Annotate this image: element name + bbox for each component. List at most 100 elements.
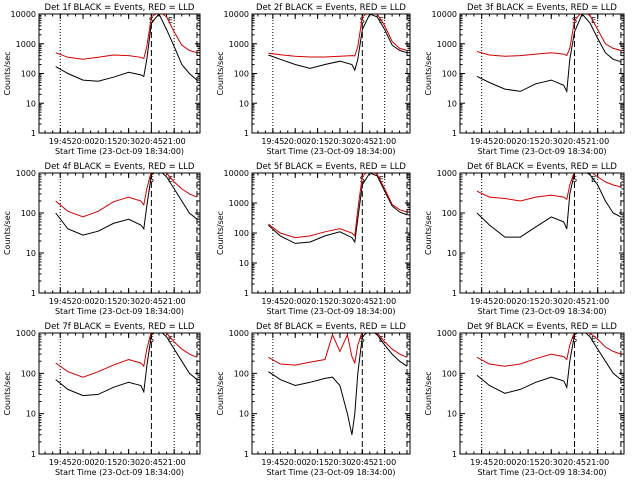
x-axis-label: Start Time (23-Oct-09 18:34:00) xyxy=(55,468,184,477)
y-tick-label: 100 xyxy=(21,369,36,378)
x-tick-label: 20:15 xyxy=(306,297,329,306)
x-tick-label: 19:45 xyxy=(49,458,72,467)
x-tick-label: 21:00 xyxy=(373,137,396,146)
chart-panel-2: Det 2f BLACK = Events, RED = LLD Counts/s… xyxy=(216,3,411,156)
y-tick-label: 1000 xyxy=(437,169,457,178)
chart-title: Det 4f BLACK = Events, RED = LLD xyxy=(45,162,195,172)
y-tick-label: 10 xyxy=(239,99,249,108)
chart-title: Det 2f BLACK = Events, RED = LLD xyxy=(256,3,406,13)
y-tick-label: 1000 xyxy=(437,40,457,49)
series-line-events xyxy=(268,14,408,72)
chart-title: Det 9f BLACK = Events, RED = LLD xyxy=(467,322,617,332)
x-tick-label: 20:30 xyxy=(540,458,563,467)
event-marker-e: E xyxy=(591,335,596,344)
chart-panel-3: Det 3f BLACK = Events, RED = LLD Counts/s… xyxy=(424,3,625,156)
x-tick-label: 20:45 xyxy=(140,458,163,467)
y-axis-label: Counts/sec xyxy=(424,51,433,95)
x-tick-label: 20:30 xyxy=(540,297,563,306)
series-line-events xyxy=(55,173,198,236)
series-line-events xyxy=(476,14,622,94)
event-marker-s: S xyxy=(149,175,154,184)
y-tick-label: 1 xyxy=(452,129,457,138)
series-line-lld xyxy=(55,333,198,378)
y-tick-label: 10000 xyxy=(224,169,249,178)
x-tick-label: 21:00 xyxy=(163,137,186,146)
x-tick-label: 20:30 xyxy=(540,137,563,146)
y-tick-label: 1 xyxy=(452,450,457,459)
event-marker-e: E xyxy=(168,175,173,184)
x-tick-label: 20:30 xyxy=(328,458,351,467)
y-axis-label: Counts/sec xyxy=(3,51,12,95)
event-marker-s: S xyxy=(360,16,365,25)
y-tick-label: 100 xyxy=(442,209,457,218)
y-tick-label: 100 xyxy=(234,70,249,79)
x-tick-label: 20:30 xyxy=(117,137,140,146)
y-tick-label: 1 xyxy=(31,129,36,138)
chart-panel-1: Det 1f BLACK = Events, RED = LLD Counts/s… xyxy=(3,3,201,156)
x-tick-label: 19:45 xyxy=(49,297,72,306)
y-tick-label: 1000 xyxy=(229,199,249,208)
series-line-lld xyxy=(268,14,408,58)
y-axis-label: Counts/sec xyxy=(424,371,433,415)
plot-frame xyxy=(459,332,625,455)
x-tick-label: 20:45 xyxy=(351,137,374,146)
y-tick-label: 10 xyxy=(447,99,457,108)
y-tick-label: 100 xyxy=(442,70,457,79)
x-tick-label: 20:00 xyxy=(493,137,516,146)
x-tick-label: 20:30 xyxy=(117,458,140,467)
x-tick-label: 20:15 xyxy=(306,137,329,146)
chart-title: Det 6f BLACK = Events, RED = LLD xyxy=(467,162,617,172)
x-axis-label: Start Time (23-Oct-09 18:34:00) xyxy=(55,307,184,316)
event-marker-s: S xyxy=(572,335,577,344)
x-tick-label: 20:00 xyxy=(284,297,307,306)
chart-title: Det 5f BLACK = Events, RED = LLD xyxy=(256,162,406,172)
series-line-lld xyxy=(55,14,198,60)
x-tick-label: 20:45 xyxy=(140,137,163,146)
x-tick-label: 19:45 xyxy=(261,297,284,306)
x-tick-label: 20:45 xyxy=(351,458,374,467)
y-tick-label: 10 xyxy=(26,249,36,258)
y-tick-label: 10 xyxy=(447,410,457,419)
plot-frame xyxy=(459,172,625,294)
x-tick-label: 20:45 xyxy=(563,137,586,146)
y-tick-label: 1000 xyxy=(229,40,249,49)
x-tick-label: 19:45 xyxy=(261,137,284,146)
x-tick-label: 19:45 xyxy=(470,137,493,146)
x-tick-label: 19:45 xyxy=(470,297,493,306)
x-tick-label: 20:45 xyxy=(563,458,586,467)
x-tick-label: 20:15 xyxy=(94,458,117,467)
x-tick-label: 21:00 xyxy=(586,137,609,146)
y-tick-label: 100 xyxy=(234,229,249,238)
chart-panel-7: Det 7f BLACK = Events, RED = LLD Counts/s… xyxy=(3,322,201,477)
event-marker-e: E xyxy=(168,16,173,25)
y-tick-label: 100 xyxy=(21,209,36,218)
y-tick-label: 10 xyxy=(239,259,249,268)
x-tick-label: 20:00 xyxy=(493,458,516,467)
x-axis-label: Start Time (23-Oct-09 18:34:00) xyxy=(477,147,606,156)
y-axis-label: Counts/sec xyxy=(216,211,225,255)
x-tick-label: 20:15 xyxy=(94,297,117,306)
event-marker-e: E xyxy=(379,175,384,184)
y-tick-label: 1000 xyxy=(229,329,249,338)
event-marker-e: E xyxy=(379,335,384,344)
series-line-lld xyxy=(476,333,622,367)
x-axis-label: Start Time (23-Oct-09 18:34:00) xyxy=(266,147,395,156)
y-axis-label: Counts/sec xyxy=(216,51,225,95)
x-tick-label: 20:00 xyxy=(284,137,307,146)
y-tick-label: 10 xyxy=(26,410,36,419)
x-tick-label: 21:00 xyxy=(163,297,186,306)
y-tick-label: 1000 xyxy=(16,329,36,338)
x-tick-label: 20:00 xyxy=(72,297,95,306)
y-tick-label: 10 xyxy=(447,249,457,258)
x-tick-label: 20:30 xyxy=(328,297,351,306)
y-tick-label: 100 xyxy=(442,369,457,378)
y-tick-label: 10000 xyxy=(11,10,36,19)
x-tick-label: 20:45 xyxy=(351,297,374,306)
x-tick-label: 20:15 xyxy=(517,458,540,467)
x-tick-label: 21:00 xyxy=(373,297,396,306)
y-tick-label: 1000 xyxy=(16,169,36,178)
event-marker-s: S xyxy=(572,175,577,184)
plot-frame xyxy=(38,13,201,134)
y-tick-label: 1 xyxy=(31,450,36,459)
event-marker-e: E xyxy=(168,335,173,344)
